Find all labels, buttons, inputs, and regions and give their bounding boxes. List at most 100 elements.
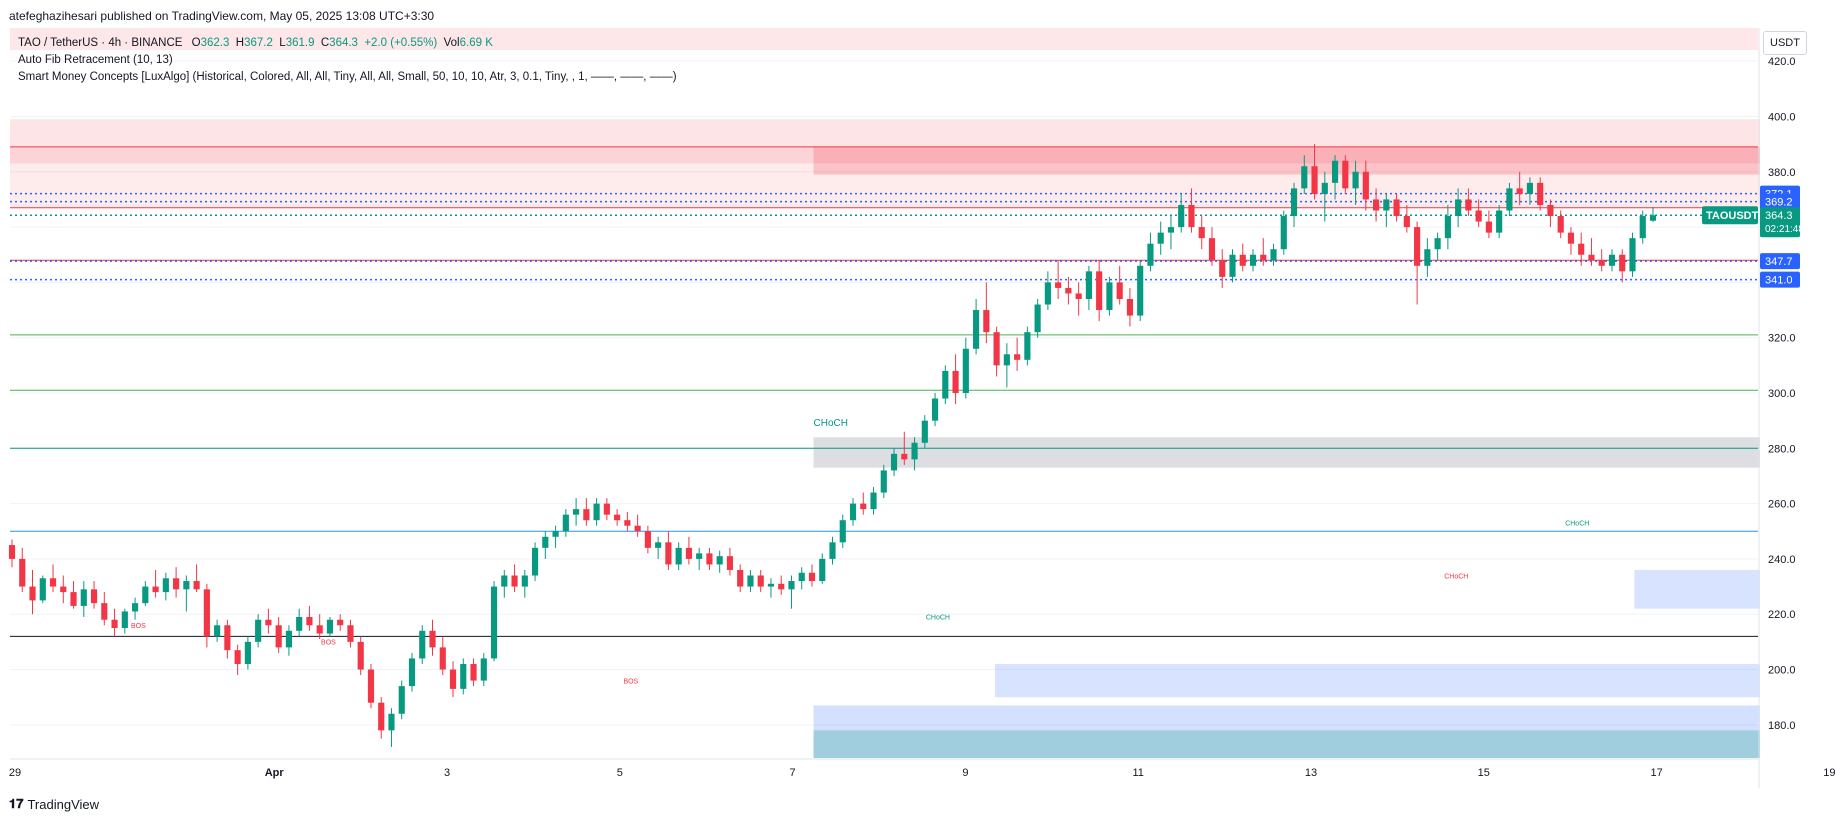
low-label: L [279, 37, 286, 49]
candle-body [1506, 188, 1513, 211]
candle-body [162, 578, 169, 593]
indicator-smc[interactable]: Smart Money Concepts [LuxAlgo] (Historic… [18, 71, 677, 83]
candle-body [1608, 254, 1616, 266]
candle-body [449, 669, 457, 689]
candle-body [1598, 260, 1605, 266]
price-axis-tag-value: 364.3 [1765, 210, 1793, 222]
countdown-timer: 02:21:48 [1765, 224, 1804, 235]
candle-body [1034, 304, 1041, 333]
footer-brand[interactable]: 𝟏𝟕 TradingView [9, 796, 99, 812]
symbol-tag [1702, 206, 1758, 225]
candle-body [655, 542, 662, 548]
zone-box [813, 730, 1835, 758]
high-value: 367.2 [244, 37, 273, 49]
candle-body [1578, 243, 1585, 255]
candle-body [1270, 249, 1277, 261]
x-tick-label: 17 [1650, 767, 1662, 779]
candle-body [49, 578, 57, 587]
candle-body [1024, 332, 1031, 360]
candle-body [767, 583, 775, 587]
open-value: 362.3 [200, 37, 230, 49]
candle-body [337, 619, 344, 626]
candle-body [1137, 265, 1144, 316]
candle-body [306, 616, 313, 626]
x-tick-label: 9 [962, 767, 968, 779]
candle-body [911, 442, 918, 460]
candle-body [696, 553, 703, 559]
price-axis-tag [1760, 193, 1800, 210]
candle-body [1321, 182, 1328, 194]
candle-body [962, 348, 969, 393]
candle-body [398, 686, 405, 714]
currency-selector[interactable]: USDT [1763, 31, 1807, 55]
candle-body [1085, 271, 1092, 299]
candle-body [1373, 199, 1380, 211]
zone-box [10, 119, 1835, 164]
ohlc-row: TAO / TetherUS · 4h · BINANCE O362.3 H36… [18, 35, 677, 52]
x-tick-label: 5 [617, 767, 623, 779]
candle-body [1280, 216, 1287, 250]
candle-body [1342, 160, 1349, 189]
candle-body [1003, 354, 1010, 366]
candle-body [70, 592, 77, 606]
candle-body [1403, 216, 1410, 228]
candle-body [901, 453, 908, 460]
close-value: 364.3 [329, 37, 358, 49]
candle-body [778, 583, 785, 590]
chart-annotation: CHoCH [926, 615, 950, 622]
candle-body [419, 630, 426, 659]
candle-body [1157, 232, 1164, 244]
price-axis-tag [1760, 253, 1800, 270]
candle-body [808, 572, 816, 582]
candle-body [193, 581, 200, 590]
y-tick-label: 320.0 [1768, 333, 1796, 345]
candle-body [1311, 166, 1318, 194]
candle-body [285, 630, 292, 648]
candle-body [460, 663, 467, 689]
indicator-fib[interactable]: Auto Fib Retracement (10, 13) [18, 54, 173, 66]
candle-body [224, 625, 231, 651]
candle-body [726, 556, 734, 570]
zone-box [813, 705, 1835, 758]
candle-body [439, 647, 446, 670]
price-axis-tag [1760, 207, 1800, 238]
symbol-label[interactable]: TAO / TetherUS · 4h · BINANCE [18, 37, 183, 49]
candle-body [521, 575, 528, 587]
x-tick-label: Apr [265, 767, 285, 779]
candle-body [1485, 221, 1492, 233]
candle-body [665, 542, 672, 565]
candle-body [1014, 354, 1021, 360]
candle-body [1537, 182, 1544, 205]
candle-body [952, 370, 959, 393]
candle-body [624, 520, 631, 526]
candle-body [1516, 188, 1523, 194]
legend-band [10, 28, 1758, 50]
candle-body [603, 503, 610, 515]
candle-body [1219, 260, 1226, 277]
candle-body [675, 547, 682, 565]
zone-box [10, 146, 1835, 208]
candle-body [542, 536, 549, 548]
zone-box [813, 437, 1835, 468]
x-tick-label: 15 [1478, 767, 1490, 779]
y-tick-label: 200.0 [1768, 665, 1796, 677]
candle-body [1362, 171, 1369, 200]
candle-body [1126, 298, 1134, 316]
candle-body [480, 658, 487, 681]
candle-body [111, 619, 118, 629]
candle-body [429, 630, 436, 648]
candle-body [501, 575, 508, 587]
candle-body [1229, 254, 1236, 277]
candle-body [1188, 204, 1195, 228]
chart-annotation: BOS [321, 640, 336, 647]
candle-body [326, 619, 334, 634]
low-value: 361.9 [285, 37, 315, 49]
open-label: O [191, 37, 201, 49]
brand-name: TradingView [27, 796, 100, 812]
candle-body [706, 553, 713, 565]
candle-body [931, 398, 939, 421]
candle-body [357, 641, 364, 670]
candle-body [1239, 254, 1246, 266]
candle-body [121, 611, 128, 629]
